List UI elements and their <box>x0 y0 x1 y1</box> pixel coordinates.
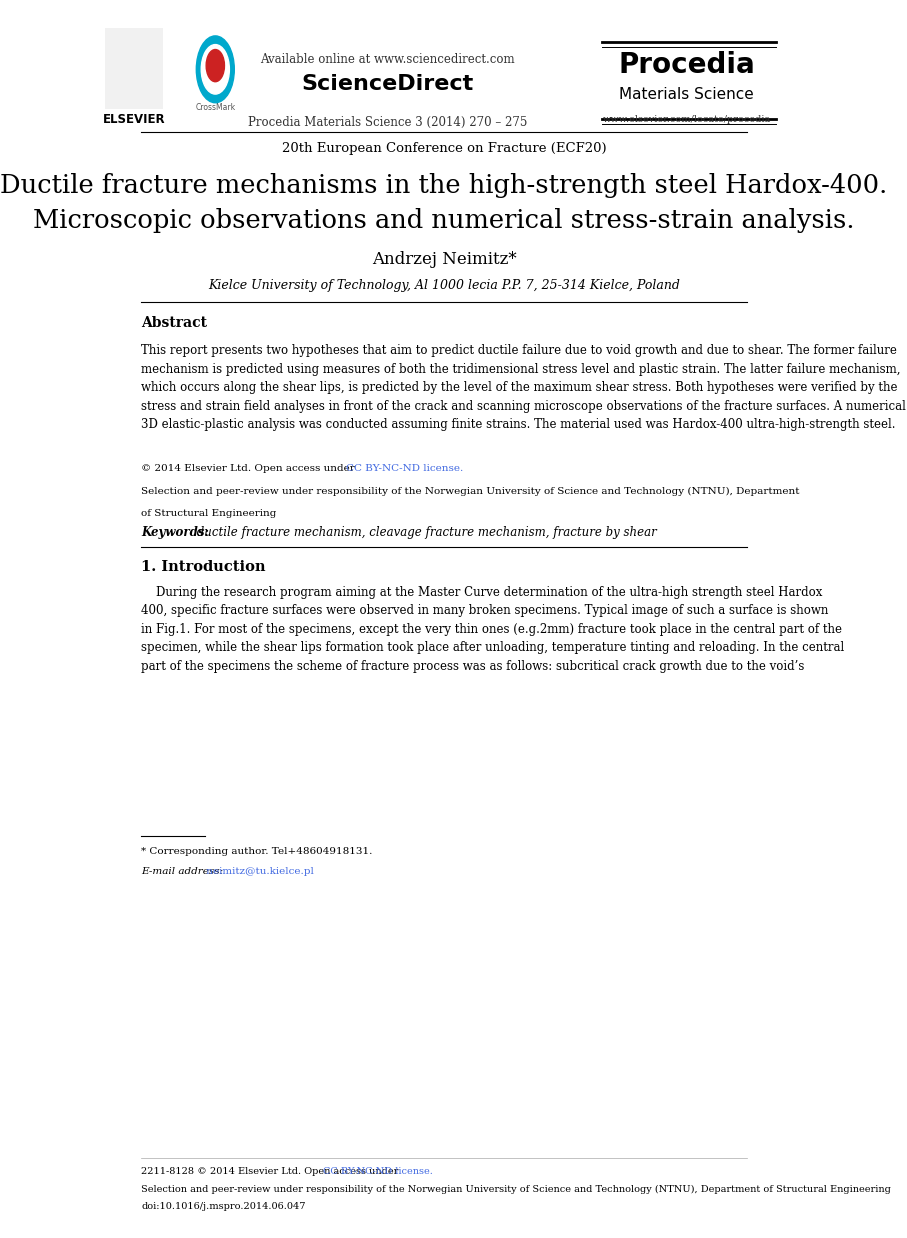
Text: Andrzej Neimitz*: Andrzej Neimitz* <box>372 251 516 269</box>
Text: neimitz@tu.kielce.pl: neimitz@tu.kielce.pl <box>203 867 314 875</box>
Text: CC BY-NC-ND license.: CC BY-NC-ND license. <box>323 1167 433 1176</box>
Text: Procedia Materials Science 3 (2014) 270 – 275: Procedia Materials Science 3 (2014) 270 … <box>248 116 527 130</box>
Text: Procedia: Procedia <box>619 51 756 79</box>
Text: * Corresponding author. Tel+48604918131.: * Corresponding author. Tel+48604918131. <box>141 847 373 855</box>
Text: Selection and peer-review under responsibility of the Norwegian University of Sc: Selection and peer-review under responsi… <box>141 487 800 495</box>
Text: 20th European Conference on Fracture (ECF20): 20th European Conference on Fracture (EC… <box>282 142 606 156</box>
Text: Abstract: Abstract <box>141 316 208 329</box>
Circle shape <box>206 50 224 82</box>
Text: CC BY-NC-ND license.: CC BY-NC-ND license. <box>346 464 463 473</box>
Text: Selection and peer-review under responsibility of the Norwegian University of Sc: Selection and peer-review under responsi… <box>141 1185 892 1193</box>
Text: Kielce University of Technology, Al 1000 lecia P.P. 7, 25-314 Kielce, Poland: Kielce University of Technology, Al 1000… <box>208 279 680 292</box>
Text: CrossMark: CrossMark <box>195 103 236 111</box>
Text: www.elsevier.com/locate/procedia: www.elsevier.com/locate/procedia <box>602 115 771 124</box>
Text: Materials Science: Materials Science <box>619 87 754 102</box>
FancyBboxPatch shape <box>105 28 162 109</box>
Text: 1. Introduction: 1. Introduction <box>141 560 266 573</box>
Text: © 2014 Elsevier Ltd. Open access under: © 2014 Elsevier Ltd. Open access under <box>141 464 358 473</box>
Text: Ductile fracture mechanisms in the high-strength steel Hardox-400.: Ductile fracture mechanisms in the high-… <box>0 173 888 198</box>
Text: ScienceDirect: ScienceDirect <box>302 74 473 94</box>
Text: Keywords:: Keywords: <box>141 526 210 540</box>
Text: During the research program aiming at the Master Curve determination of the ultr: During the research program aiming at th… <box>141 586 844 672</box>
Text: ELSEVIER: ELSEVIER <box>103 113 166 126</box>
Text: E-mail address:: E-mail address: <box>141 867 223 875</box>
Text: 2211-8128 © 2014 Elsevier Ltd. Open access under: 2211-8128 © 2014 Elsevier Ltd. Open acce… <box>141 1167 402 1176</box>
Text: doi:10.1016/j.mspro.2014.06.047: doi:10.1016/j.mspro.2014.06.047 <box>141 1202 306 1211</box>
Text: ductile fracture mechanism, cleavage fracture mechanism, fracture by shear: ductile fracture mechanism, cleavage fra… <box>193 526 657 540</box>
Circle shape <box>201 45 229 94</box>
Text: Available online at www.sciencedirect.com: Available online at www.sciencedirect.co… <box>260 53 515 67</box>
Text: of Structural Engineering: of Structural Engineering <box>141 509 277 517</box>
Circle shape <box>196 36 234 103</box>
Text: This report presents two hypotheses that aim to predict ductile failure due to v: This report presents two hypotheses that… <box>141 344 906 431</box>
Text: Microscopic observations and numerical stress-strain analysis.: Microscopic observations and numerical s… <box>34 208 854 233</box>
